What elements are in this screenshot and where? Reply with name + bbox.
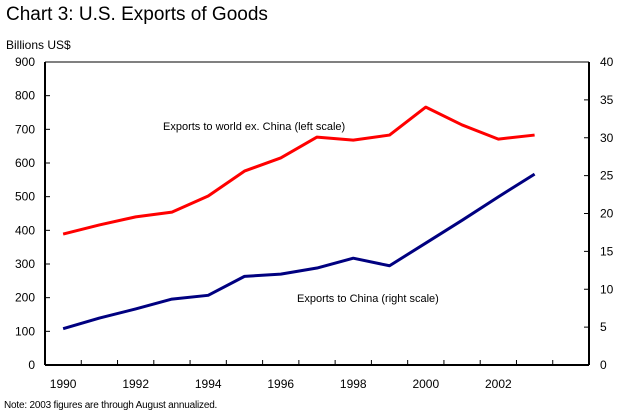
left-axis-tick-label: 400 bbox=[15, 223, 35, 237]
x-axis-tick-label: 2002 bbox=[485, 377, 512, 391]
right-axis-tick-label: 10 bbox=[600, 282, 614, 296]
right-axis-tick-label: 5 bbox=[600, 320, 607, 334]
right-axis-tick-label: 40 bbox=[600, 55, 614, 69]
x-axis: 1990 1992 1994 1996 1998 2000 2002 bbox=[50, 360, 554, 391]
left-axis-tick-label: 0 bbox=[28, 358, 35, 372]
series-lines bbox=[62, 105, 536, 331]
right-axis-tick-label: 15 bbox=[600, 244, 614, 258]
x-axis-tick-label: 1996 bbox=[267, 377, 294, 391]
chart-title: Chart 3: U.S. Exports of Goods bbox=[6, 4, 268, 25]
x-axis-tick-label: 1990 bbox=[50, 377, 77, 391]
left-axis: 0 100 200 300 400 500 600 700 800 900 bbox=[15, 55, 50, 372]
right-axis: 0 5 10 15 20 25 30 35 40 bbox=[584, 55, 614, 372]
series-line-world-ex-china bbox=[62, 105, 535, 236]
right-axis-tick-label: 20 bbox=[600, 207, 614, 221]
left-axis-tick-label: 100 bbox=[15, 324, 35, 338]
left-axis-tick-label: 300 bbox=[15, 257, 35, 271]
left-axis-tick-label: 200 bbox=[15, 291, 35, 305]
x-axis-tick-label: 2000 bbox=[412, 377, 439, 391]
series-label-world-ex-china: Exports to world ex. China (left scale) bbox=[163, 121, 345, 133]
chart-note: Note: 2003 figures are through August an… bbox=[4, 400, 218, 411]
x-axis-tick-label: 1992 bbox=[122, 377, 149, 391]
series-label-china: Exports to China (right scale) bbox=[297, 293, 439, 305]
left-axis-tick-label: 900 bbox=[15, 55, 35, 69]
left-axis-tick-label: 600 bbox=[15, 156, 35, 170]
left-axis-tick-label: 700 bbox=[15, 122, 35, 136]
right-axis-tick-label: 25 bbox=[600, 169, 614, 183]
right-axis-tick-label: 35 bbox=[600, 93, 614, 107]
left-axis-tick-label: 500 bbox=[15, 190, 35, 204]
plot-frame bbox=[44, 61, 590, 366]
y-axis-unit-label: Billions US$ bbox=[6, 38, 71, 52]
x-axis-tick-label: 1994 bbox=[195, 377, 222, 391]
x-axis-tick-label: 1998 bbox=[340, 377, 367, 391]
right-axis-tick-label: 30 bbox=[600, 131, 614, 145]
series-line-china bbox=[62, 172, 536, 331]
right-axis-tick-label: 0 bbox=[600, 358, 607, 372]
left-axis-tick-label: 800 bbox=[15, 89, 35, 103]
